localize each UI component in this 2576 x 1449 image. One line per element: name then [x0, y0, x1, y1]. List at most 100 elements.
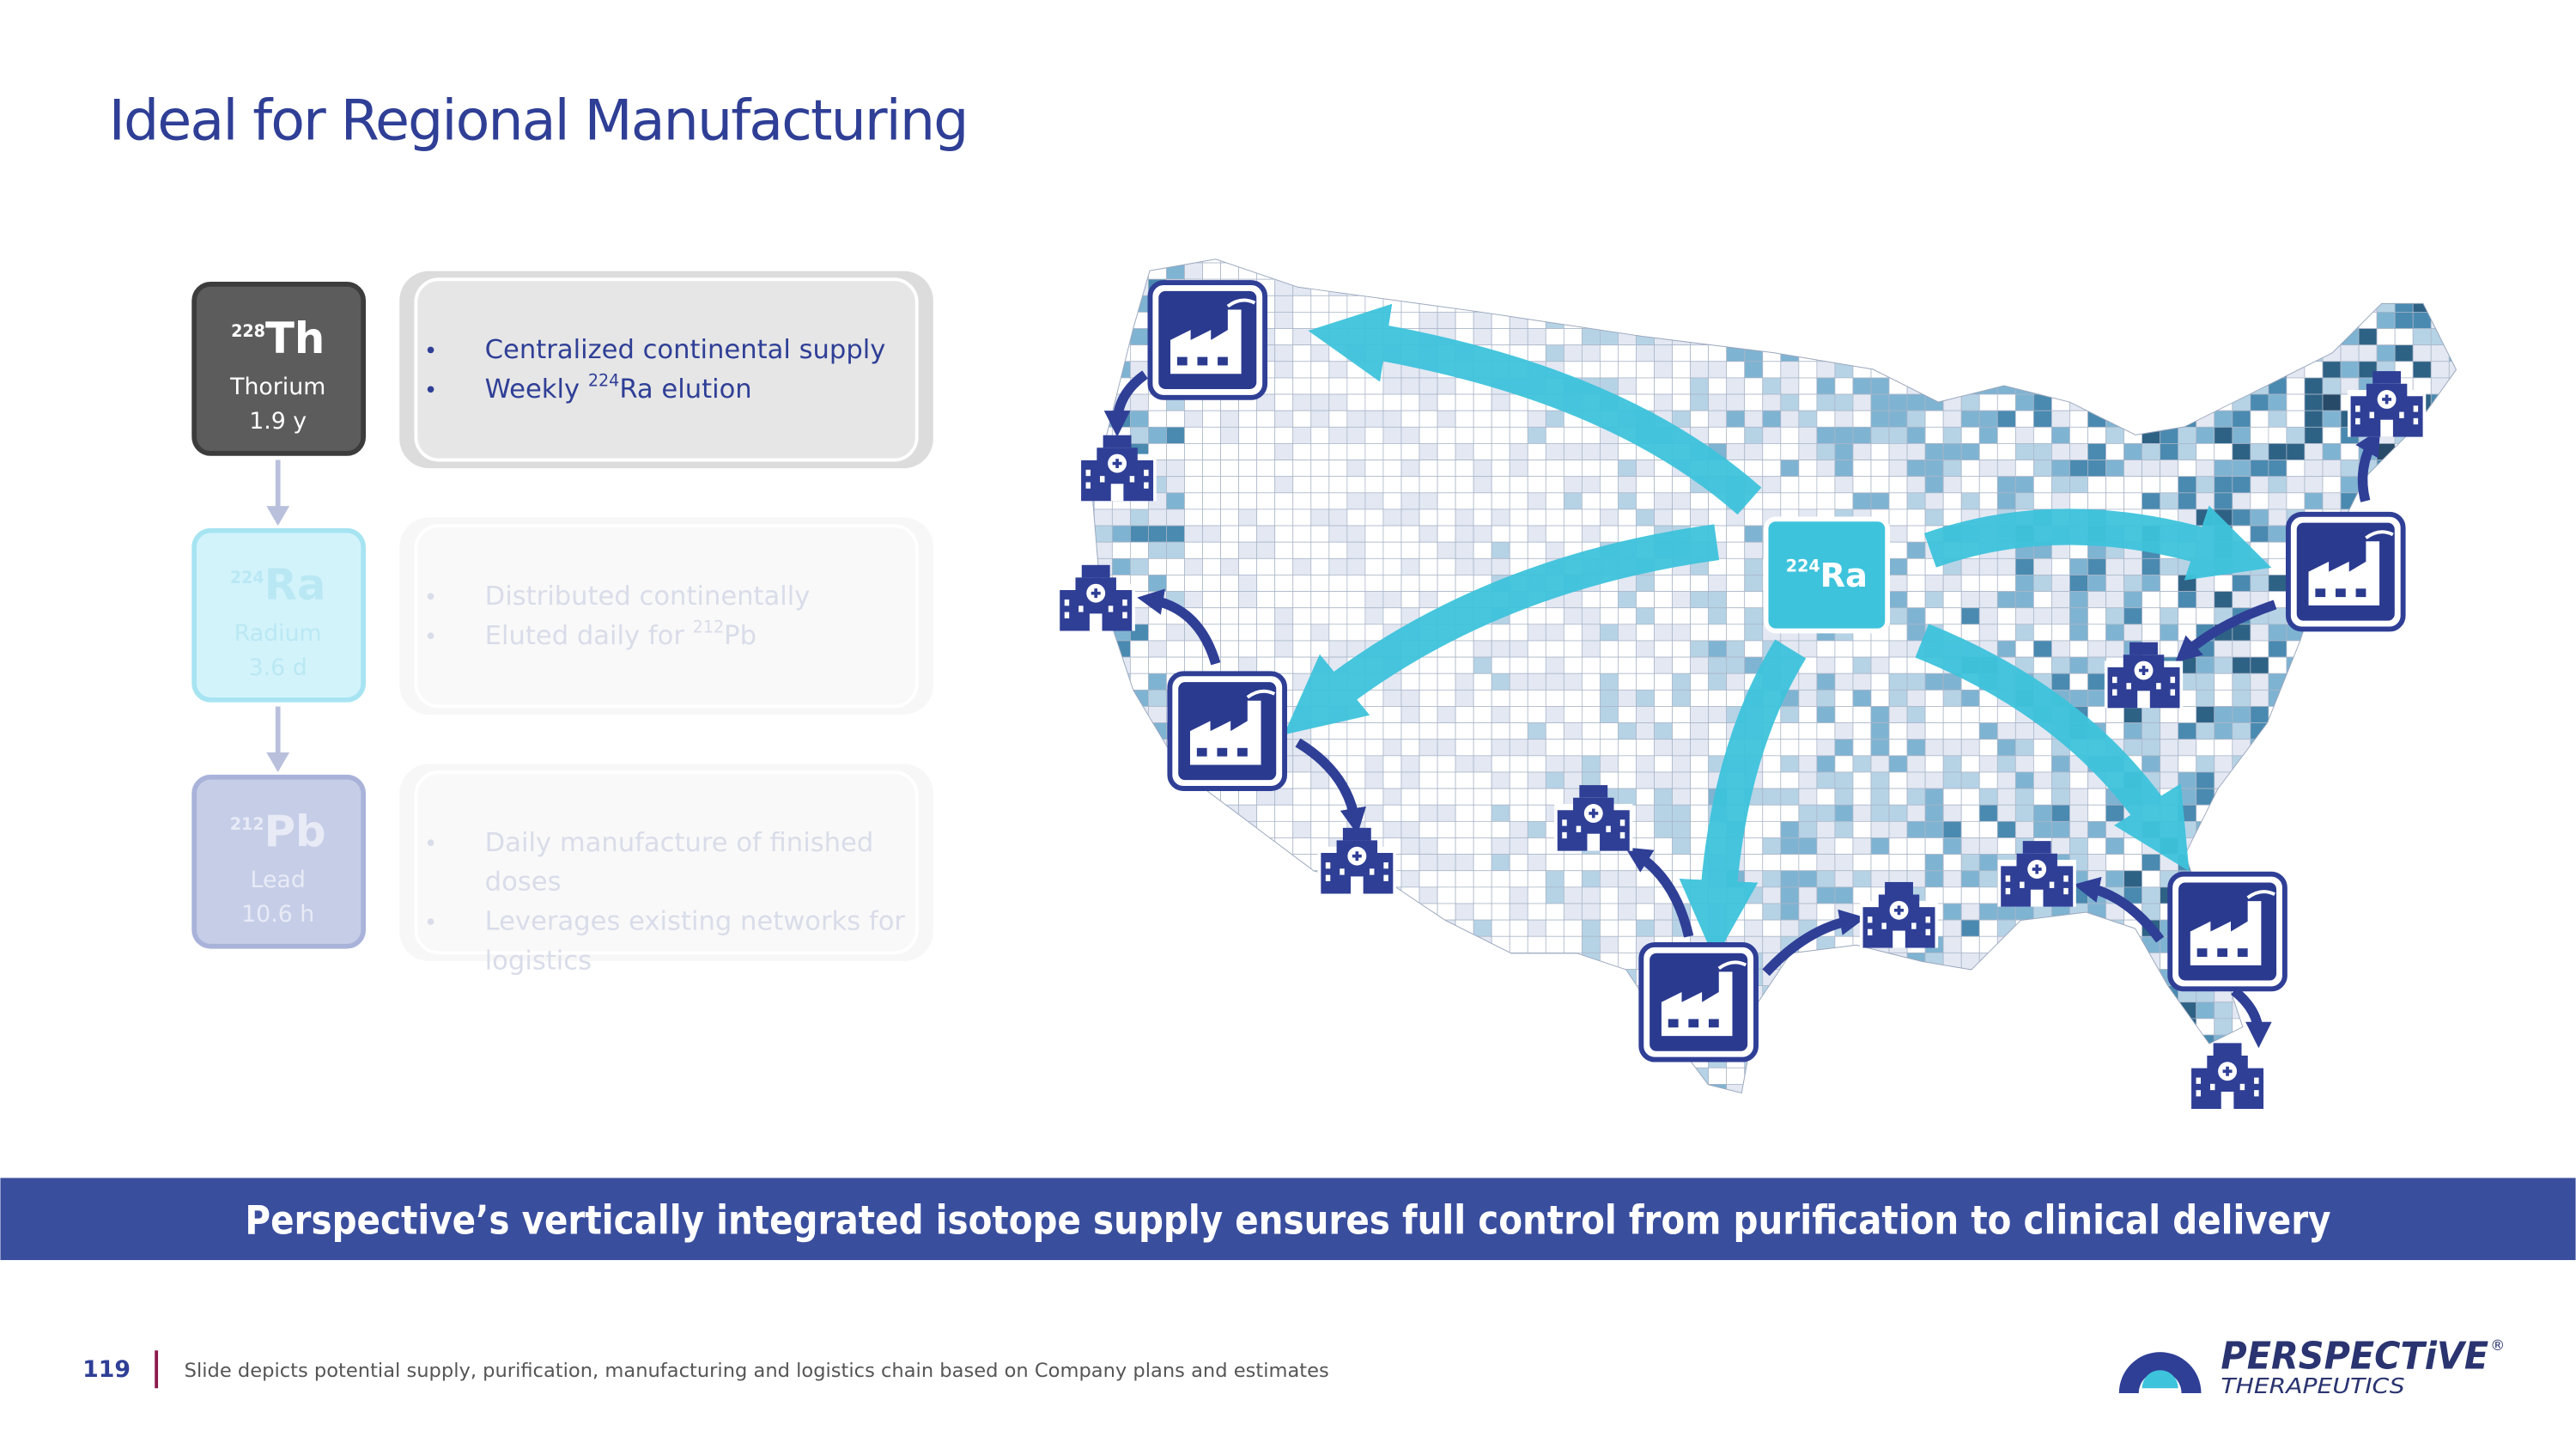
county-cell — [1888, 624, 1908, 642]
county-cell — [2430, 640, 2450, 658]
county-cell — [1111, 706, 1131, 723]
county-cell — [2268, 771, 2287, 789]
county-cell — [1238, 1050, 1258, 1068]
county-cell — [1762, 295, 1782, 313]
county-cell — [1292, 426, 1312, 444]
bullet-text: Eluted daily for 212Pb — [485, 617, 756, 650]
county-cell — [1364, 361, 1384, 379]
county-cell — [1310, 935, 1330, 953]
county-cell — [2412, 624, 2432, 642]
county-cell — [1148, 804, 1167, 822]
county-cell — [2196, 820, 2215, 838]
county-cell — [1382, 820, 1402, 838]
county-cell — [1780, 259, 1800, 264]
county-cell — [1942, 443, 1962, 460]
county-cell — [1256, 1034, 1276, 1052]
county-cell — [2412, 344, 2432, 362]
county-cell — [1166, 820, 1185, 838]
county-cell — [2105, 870, 2124, 888]
county-cell — [2340, 837, 2360, 855]
county-cell — [2430, 312, 2450, 329]
county-cell — [1111, 739, 1131, 757]
county-cell — [1328, 328, 1348, 346]
county-cell — [2087, 673, 2106, 691]
county-cell — [2286, 1034, 2306, 1052]
county-cell — [1274, 377, 1294, 395]
county-cell — [1275, 1101, 1293, 1117]
county-cell — [1292, 591, 1312, 609]
bullet-dot — [427, 346, 434, 354]
county-cell — [1509, 624, 1528, 642]
county-cell — [2032, 377, 2052, 395]
factory-icon — [2170, 874, 2285, 989]
county-cell — [1202, 262, 1221, 280]
county-cell — [1852, 640, 1872, 658]
county-cell — [1744, 591, 1764, 609]
county-cell — [1563, 1050, 1583, 1068]
county-cell — [1978, 393, 1998, 411]
county-cell — [1654, 722, 1673, 740]
county-cell — [1996, 722, 2016, 740]
county-cell — [1600, 1101, 1618, 1117]
county-cell — [2412, 278, 2432, 296]
county-cell — [1798, 1067, 1818, 1085]
county-cell — [2069, 985, 2088, 1003]
county-cell — [1509, 476, 1528, 494]
county-cell — [2286, 656, 2306, 674]
county-cell — [1563, 460, 1583, 478]
county-cell — [2160, 1034, 2179, 1052]
county-cell — [1816, 755, 1836, 773]
county-cell — [1563, 673, 1583, 691]
county-cell — [2268, 739, 2287, 757]
county-cell — [1943, 1101, 1961, 1117]
county-cell — [2178, 854, 2197, 872]
county-cell — [1491, 460, 1510, 478]
county-cell — [1581, 870, 1601, 888]
county-cell — [1473, 903, 1492, 921]
county-cell — [2069, 1083, 2088, 1093]
county-cell — [1238, 919, 1258, 937]
county-cell — [1563, 706, 1583, 723]
county-cell — [2323, 1101, 2341, 1117]
county-cell — [1400, 476, 1420, 494]
county-cell — [1437, 393, 1456, 411]
county-cell — [1129, 722, 1149, 740]
county-cell — [1491, 426, 1510, 444]
county-cell — [1636, 476, 1655, 494]
county-cell — [1509, 1083, 1528, 1093]
county-cell — [1400, 788, 1420, 806]
county-cell — [1563, 328, 1583, 346]
county-cell — [1888, 771, 1908, 789]
county-cell — [2105, 607, 2124, 625]
county-cell — [1690, 755, 1710, 773]
county-cell — [1092, 1083, 1095, 1093]
county-cell — [1202, 492, 1221, 510]
county-cell — [1328, 804, 1348, 822]
county-cell — [1093, 295, 1113, 313]
county-cell — [1924, 607, 1944, 625]
county-cell — [2394, 476, 2414, 494]
county-cell — [1762, 328, 1782, 346]
county-cell — [1129, 886, 1149, 904]
county-cell — [1310, 969, 1330, 987]
county-cell — [1328, 541, 1348, 559]
county-cell — [1942, 575, 1962, 592]
county-cell — [1636, 788, 1655, 806]
county-cell — [1816, 722, 1836, 740]
county-cell — [1437, 508, 1456, 527]
county-cell — [2123, 377, 2142, 395]
county-cell — [1924, 476, 1944, 494]
county-cell — [1509, 706, 1528, 723]
county-cell — [1780, 1018, 1800, 1036]
county-cell — [1184, 492, 1203, 510]
county-cell — [1816, 788, 1836, 806]
county-cell — [1491, 259, 1510, 264]
county-cell — [2322, 656, 2342, 674]
county-cell — [2394, 640, 2414, 658]
county-cell — [2160, 344, 2179, 362]
county-cell — [1960, 952, 1980, 970]
county-cell — [1346, 278, 1366, 296]
county-cell — [1256, 903, 1276, 921]
county-cell — [1184, 426, 1203, 444]
county-cell — [2105, 591, 2124, 609]
